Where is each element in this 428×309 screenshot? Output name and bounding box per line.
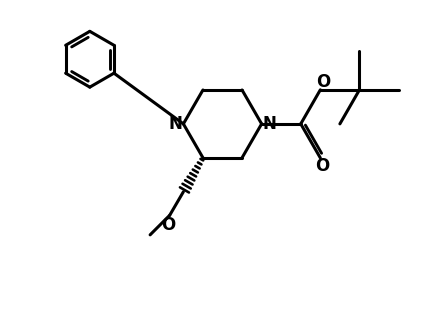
- Text: O: O: [161, 216, 175, 234]
- Text: N: N: [169, 115, 183, 133]
- Text: O: O: [316, 73, 330, 91]
- Text: N: N: [262, 115, 276, 133]
- Text: O: O: [315, 157, 329, 176]
